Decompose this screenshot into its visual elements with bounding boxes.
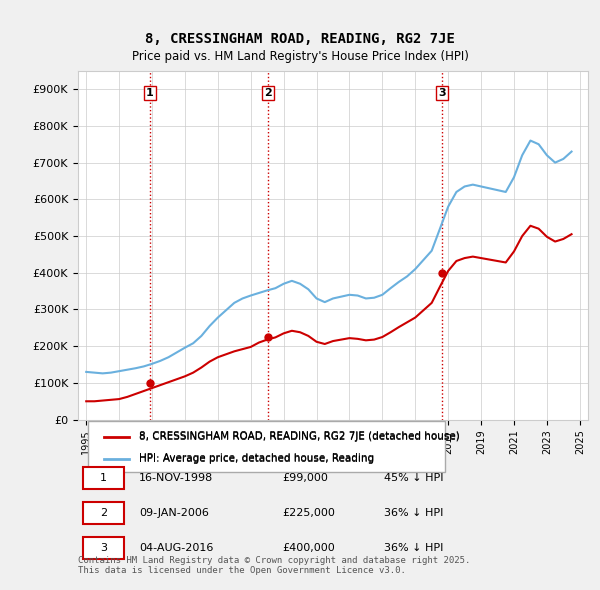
Text: 3: 3 bbox=[438, 88, 446, 99]
Text: HPI: Average price, detached house, Reading: HPI: Average price, detached house, Read… bbox=[139, 454, 374, 464]
Text: 2: 2 bbox=[100, 508, 107, 518]
Text: £99,000: £99,000 bbox=[282, 473, 328, 483]
Text: 2: 2 bbox=[264, 88, 272, 99]
Text: Contains HM Land Registry data © Crown copyright and database right 2025.
This d: Contains HM Land Registry data © Crown c… bbox=[78, 556, 470, 575]
FancyBboxPatch shape bbox=[83, 467, 124, 490]
Text: 09-JAN-2006: 09-JAN-2006 bbox=[139, 508, 209, 518]
Text: 8, CRESSINGHAM ROAD, READING, RG2 7JE (detached house): 8, CRESSINGHAM ROAD, READING, RG2 7JE (d… bbox=[139, 432, 460, 442]
FancyBboxPatch shape bbox=[83, 502, 124, 525]
Text: 3: 3 bbox=[100, 543, 107, 553]
Text: 36% ↓ HPI: 36% ↓ HPI bbox=[384, 508, 443, 518]
Text: 8, CRESSINGHAM ROAD, READING, RG2 7JE (detached house): 8, CRESSINGHAM ROAD, READING, RG2 7JE (d… bbox=[139, 431, 460, 441]
Text: 1: 1 bbox=[100, 473, 107, 483]
Text: 1: 1 bbox=[146, 88, 154, 99]
Text: 8, CRESSINGHAM ROAD, READING, RG2 7JE: 8, CRESSINGHAM ROAD, READING, RG2 7JE bbox=[145, 32, 455, 47]
Text: £225,000: £225,000 bbox=[282, 508, 335, 518]
Text: 36% ↓ HPI: 36% ↓ HPI bbox=[384, 543, 443, 553]
FancyBboxPatch shape bbox=[88, 421, 445, 472]
Text: HPI: Average price, detached house, Reading: HPI: Average price, detached house, Read… bbox=[139, 454, 374, 464]
Text: Price paid vs. HM Land Registry's House Price Index (HPI): Price paid vs. HM Land Registry's House … bbox=[131, 50, 469, 63]
FancyBboxPatch shape bbox=[83, 537, 124, 559]
Text: 45% ↓ HPI: 45% ↓ HPI bbox=[384, 473, 443, 483]
Text: £400,000: £400,000 bbox=[282, 543, 335, 553]
Text: 04-AUG-2016: 04-AUG-2016 bbox=[139, 543, 214, 553]
Text: 16-NOV-1998: 16-NOV-1998 bbox=[139, 473, 214, 483]
